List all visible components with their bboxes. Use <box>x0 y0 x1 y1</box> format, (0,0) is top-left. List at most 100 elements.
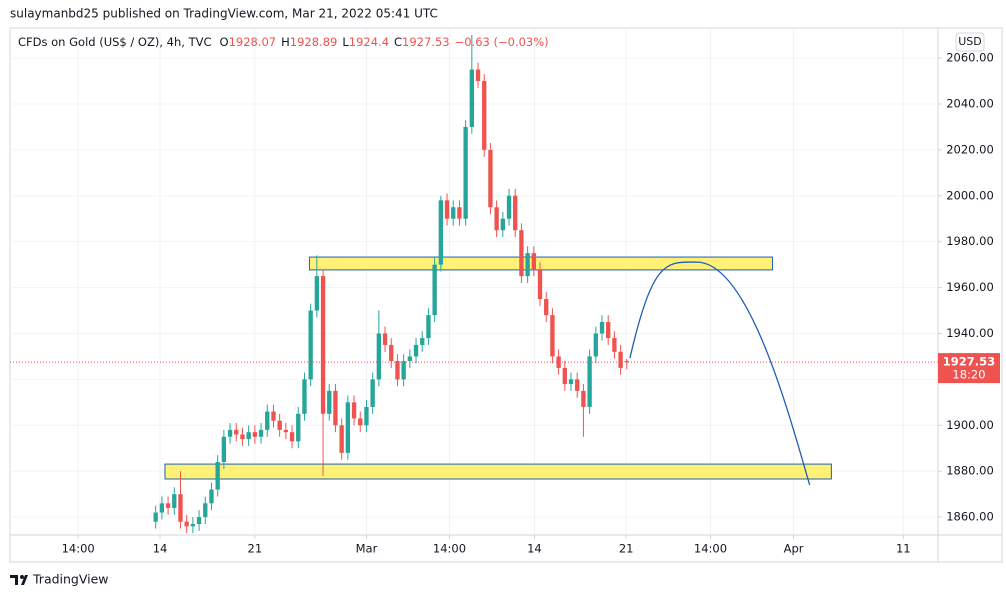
candle-body <box>165 503 171 508</box>
candle-body <box>209 489 214 504</box>
candle-body <box>358 418 363 426</box>
candle-body <box>500 218 505 231</box>
candle-body <box>519 230 524 277</box>
candle-body <box>252 432 258 437</box>
axes: 1860.001880.001900.001920.001940.001960.… <box>62 51 1000 556</box>
candle-body <box>227 429 233 437</box>
candle-body <box>327 390 332 414</box>
candle-body <box>190 523 196 527</box>
candle-body <box>376 333 382 380</box>
countdown: 18:20 <box>952 368 985 382</box>
candle-body <box>196 517 202 524</box>
candles <box>153 35 629 534</box>
candle-body <box>159 503 165 513</box>
candle-body <box>395 361 400 380</box>
candle-body <box>246 432 251 440</box>
candle-body <box>550 315 555 357</box>
candle-body <box>302 379 307 414</box>
y-tick-label: 1980.00 <box>946 234 994 248</box>
candle-body <box>289 432 295 442</box>
candle-body <box>339 425 344 453</box>
candle-body <box>618 351 623 368</box>
ohlc-value: 1928.07 <box>229 35 277 49</box>
footer-brand: TradingView <box>32 572 109 587</box>
candle-body <box>451 207 456 219</box>
candle-body <box>438 200 444 265</box>
y-tick-label: 1940.00 <box>946 326 994 340</box>
candle-body <box>624 360 629 363</box>
x-tick-label: Mar <box>356 542 378 556</box>
currency[interactable]: USD <box>958 35 982 48</box>
change: −0.63 (−0.03%) <box>455 35 549 49</box>
x-tick-label: 14 <box>153 542 168 556</box>
candle-body <box>568 379 574 384</box>
candle-body <box>240 434 245 440</box>
y-tick-label: 1900.00 <box>946 418 994 432</box>
candle-body <box>153 512 158 522</box>
candle-body <box>364 406 369 426</box>
candle-body <box>215 462 220 490</box>
x-tick-label: 21 <box>248 542 263 556</box>
candle-body <box>544 299 549 316</box>
candle-body <box>351 402 357 419</box>
candle-body <box>345 402 351 453</box>
y-tick-label: 2040.00 <box>946 96 994 110</box>
candle-body <box>426 315 431 339</box>
x-tick-label: 14:00 <box>433 542 466 556</box>
candle-body <box>314 276 320 311</box>
candle-body <box>320 276 326 414</box>
candle-body <box>556 356 561 368</box>
candle-body <box>283 429 289 433</box>
candle-body <box>488 149 493 208</box>
candle-body <box>258 429 264 437</box>
ohlc-value: 1928.89 <box>290 35 338 49</box>
last-price-box <box>938 353 1000 384</box>
candle-body <box>494 207 499 231</box>
candle-body <box>178 494 183 522</box>
zones <box>164 256 832 480</box>
candle-body <box>420 338 425 345</box>
y-tick-label: 2060.00 <box>946 51 994 65</box>
candle-body <box>575 379 580 391</box>
candle-body <box>482 81 487 150</box>
candle-body <box>463 126 468 219</box>
y-tick-label: 2000.00 <box>946 188 994 202</box>
y-tick-label: 1860.00 <box>946 510 994 524</box>
candle-body <box>389 344 394 362</box>
chart-frame <box>9 27 1003 563</box>
candle-body <box>308 310 313 380</box>
candle-body <box>525 253 530 277</box>
published-note: sulaymanbd25 published on TradingView.co… <box>10 7 438 21</box>
ohlc-value: 1924.4 <box>349 35 389 49</box>
candle-body <box>444 200 450 219</box>
projection-curve <box>629 261 811 486</box>
candle-body <box>382 333 388 345</box>
candle-body <box>537 269 543 300</box>
y-tick-label: 1960.00 <box>946 280 994 294</box>
x-tick-label: 21 <box>619 542 634 556</box>
candle-body <box>599 322 605 334</box>
ohlc-value: 1927.53 <box>402 35 450 49</box>
zone <box>164 463 832 480</box>
y-tick-label: 1880.00 <box>946 464 994 478</box>
candle-body <box>581 390 586 407</box>
candle-body <box>469 69 474 127</box>
y-tick-label: 2020.00 <box>946 142 994 156</box>
x-tick-label: 14 <box>527 542 542 556</box>
candle-body <box>296 413 301 442</box>
overlay <box>10 261 938 486</box>
ohlc-key: L <box>342 35 349 49</box>
candle-body <box>593 333 598 357</box>
candle-body <box>432 264 437 316</box>
candle-body <box>265 411 270 430</box>
candle-body <box>203 503 208 518</box>
legend: CFDs on Gold (US$ / OZ), 4h, TVC O1928.07… <box>18 35 549 49</box>
currency-box[interactable] <box>955 32 985 52</box>
candle-body <box>413 344 419 357</box>
symbol: CFDs on Gold (US$ / OZ), 4h, TVC <box>18 35 212 49</box>
candle-body <box>271 411 276 421</box>
candle-body <box>370 379 375 407</box>
candle-body <box>531 253 536 270</box>
